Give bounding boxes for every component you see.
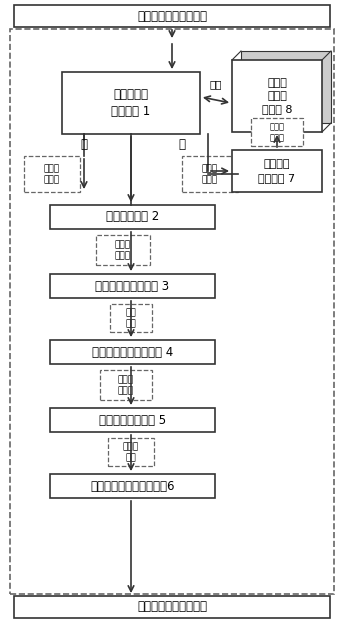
Text: 刀具磨
损量: 刀具磨 损量	[123, 442, 139, 462]
FancyBboxPatch shape	[251, 118, 303, 146]
FancyBboxPatch shape	[96, 235, 150, 265]
Text: 刀具磨损补偿及换刀模块6: 刀具磨损补偿及换刀模块6	[90, 479, 175, 492]
Text: 特征提取与选择模块 3: 特征提取与选择模块 3	[95, 280, 170, 293]
FancyBboxPatch shape	[100, 370, 152, 400]
FancyBboxPatch shape	[24, 156, 80, 192]
FancyBboxPatch shape	[14, 5, 330, 27]
Text: 电流数
字信号: 电流数 字信号	[202, 164, 218, 184]
Text: 电流数
字信号: 电流数 字信号	[44, 164, 60, 184]
Text: 数据处理模块 2: 数据处理模块 2	[106, 210, 159, 223]
FancyBboxPatch shape	[50, 408, 215, 432]
FancyBboxPatch shape	[50, 340, 215, 364]
Text: 刀具磨损
学习模块 7: 刀具磨损 学习模块 7	[258, 159, 295, 183]
Text: 磨损信
号特征: 磨损信 号特征	[118, 375, 134, 395]
Text: 否: 否	[179, 137, 185, 150]
Text: 数控系统接口输入模块: 数控系统接口输入模块	[137, 9, 207, 22]
Text: 查询: 查询	[210, 79, 222, 89]
Text: 是: 是	[80, 137, 87, 150]
Text: 拟合预测趋势曲线模块 4: 拟合预测趋势曲线模块 4	[92, 346, 173, 359]
Text: 信号
特征: 信号 特征	[126, 308, 136, 328]
Text: 数据获取与
判断模块 1: 数据获取与 判断模块 1	[111, 88, 151, 118]
Text: 监控电
流信号: 监控电 流信号	[115, 240, 131, 260]
FancyBboxPatch shape	[108, 438, 154, 466]
FancyBboxPatch shape	[110, 304, 152, 332]
Text: 刀具磨损规律模块 5: 刀具磨损规律模块 5	[99, 414, 166, 426]
FancyBboxPatch shape	[241, 51, 331, 123]
FancyBboxPatch shape	[10, 29, 334, 594]
FancyBboxPatch shape	[50, 474, 215, 498]
FancyBboxPatch shape	[14, 596, 330, 618]
FancyBboxPatch shape	[232, 150, 322, 192]
Text: 刀具磨
损规律: 刀具磨 损规律	[269, 122, 284, 142]
FancyBboxPatch shape	[182, 156, 238, 192]
FancyBboxPatch shape	[50, 274, 215, 298]
FancyBboxPatch shape	[50, 205, 215, 229]
FancyBboxPatch shape	[232, 60, 322, 132]
FancyBboxPatch shape	[62, 72, 200, 134]
Text: 数控系统接口输入模块: 数控系统接口输入模块	[137, 600, 207, 613]
Text: 刀具磨
损规律
学习库 8: 刀具磨 损规律 学习库 8	[262, 78, 292, 114]
